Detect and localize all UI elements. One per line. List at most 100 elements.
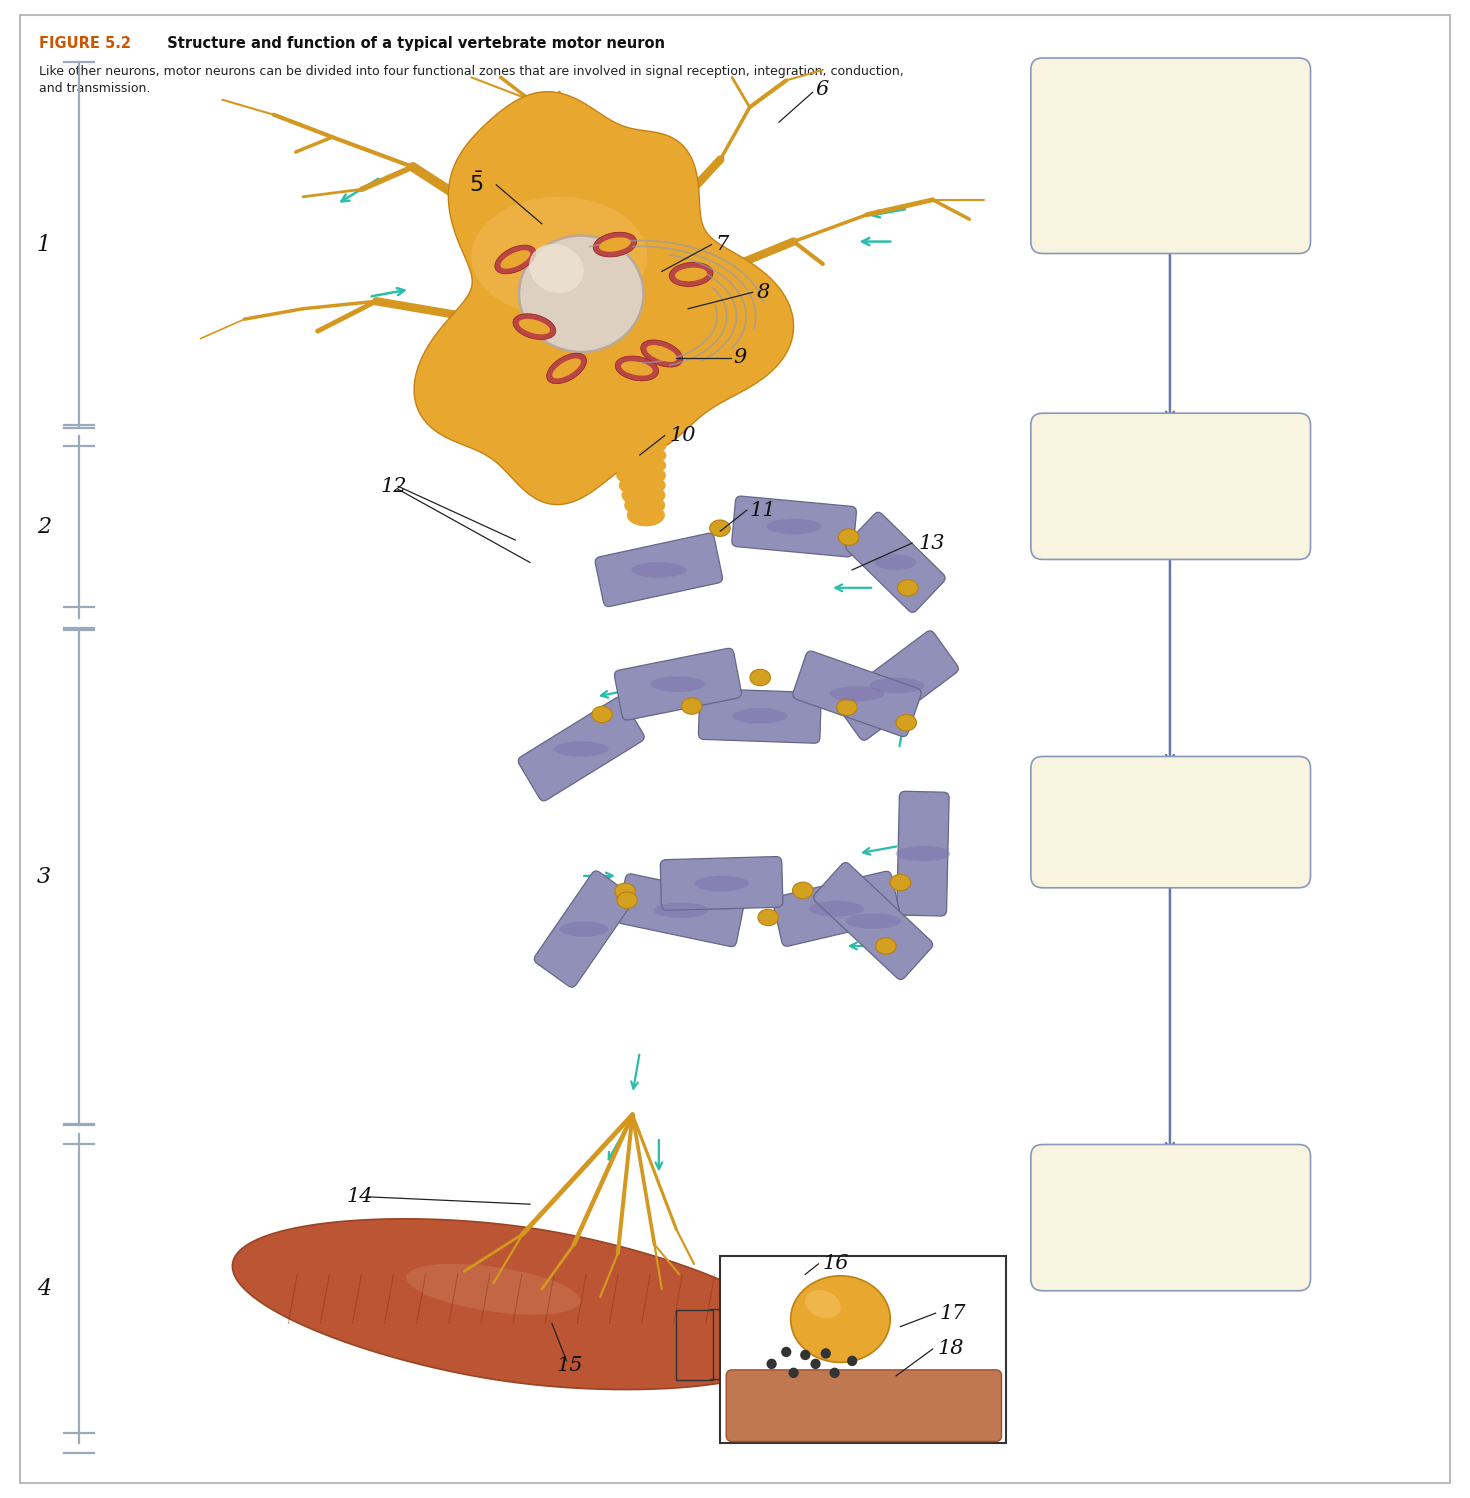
FancyBboxPatch shape: [614, 649, 741, 721]
Ellipse shape: [606, 424, 667, 446]
Ellipse shape: [820, 1348, 831, 1359]
Text: FIGURE 5.2: FIGURE 5.2: [40, 36, 131, 51]
FancyBboxPatch shape: [726, 1369, 1001, 1441]
Ellipse shape: [495, 246, 537, 274]
Text: Structure and function of a typical vertebrate motor neuron: Structure and function of a typical vert…: [156, 36, 664, 51]
Ellipse shape: [547, 354, 587, 383]
Ellipse shape: [836, 700, 857, 716]
FancyBboxPatch shape: [519, 697, 644, 801]
Ellipse shape: [625, 494, 666, 517]
Ellipse shape: [600, 404, 667, 427]
FancyBboxPatch shape: [732, 496, 857, 557]
Text: 6: 6: [816, 79, 829, 99]
Text: 10: 10: [669, 425, 695, 445]
Text: 4: 4: [37, 1278, 51, 1300]
Ellipse shape: [898, 580, 919, 596]
Text: 15: 15: [556, 1356, 582, 1375]
Ellipse shape: [614, 884, 635, 899]
FancyBboxPatch shape: [1030, 413, 1311, 559]
Ellipse shape: [875, 554, 916, 571]
Text: 11: 11: [750, 500, 776, 520]
FancyBboxPatch shape: [845, 512, 945, 613]
Ellipse shape: [654, 902, 709, 918]
Ellipse shape: [613, 454, 666, 476]
FancyBboxPatch shape: [1030, 756, 1311, 888]
Ellipse shape: [554, 742, 609, 756]
FancyBboxPatch shape: [813, 863, 932, 980]
Ellipse shape: [897, 715, 916, 731]
Ellipse shape: [622, 484, 666, 506]
Ellipse shape: [610, 445, 666, 467]
Ellipse shape: [750, 670, 770, 686]
Polygon shape: [415, 91, 794, 505]
Text: A change in
membrane potential
initiates action
potentials.: A change in membrane potential initiates…: [1057, 440, 1179, 502]
FancyBboxPatch shape: [835, 631, 958, 740]
Ellipse shape: [732, 709, 788, 724]
Ellipse shape: [876, 938, 897, 954]
Ellipse shape: [788, 1368, 798, 1378]
Ellipse shape: [710, 520, 731, 536]
Ellipse shape: [810, 1359, 820, 1369]
Text: $\bar{5}$: $\bar{5}$: [469, 172, 484, 198]
Ellipse shape: [838, 529, 858, 545]
Ellipse shape: [806, 1290, 841, 1318]
Ellipse shape: [619, 475, 666, 496]
Text: 13: 13: [919, 533, 945, 553]
Text: 2: 2: [37, 515, 51, 538]
Ellipse shape: [513, 313, 556, 340]
Ellipse shape: [845, 914, 901, 929]
FancyBboxPatch shape: [720, 1257, 1005, 1443]
Ellipse shape: [767, 518, 822, 535]
FancyBboxPatch shape: [660, 857, 784, 911]
Ellipse shape: [529, 244, 584, 294]
Ellipse shape: [500, 250, 531, 268]
Text: 9: 9: [734, 349, 747, 367]
Ellipse shape: [472, 196, 647, 316]
Ellipse shape: [895, 846, 951, 861]
Ellipse shape: [617, 891, 638, 908]
Ellipse shape: [609, 434, 667, 457]
Text: 12: 12: [381, 476, 407, 496]
Ellipse shape: [519, 319, 550, 334]
Ellipse shape: [682, 698, 701, 715]
Ellipse shape: [620, 361, 653, 376]
Ellipse shape: [809, 900, 864, 917]
Text: 8: 8: [757, 283, 770, 301]
FancyBboxPatch shape: [617, 873, 744, 947]
Text: Neurotransmitter
release transmits a
signal to the
target cell.: Neurotransmitter release transmits a sig…: [1057, 1171, 1172, 1234]
Text: 14: 14: [347, 1188, 373, 1206]
FancyBboxPatch shape: [698, 689, 822, 743]
Ellipse shape: [847, 1356, 857, 1366]
Ellipse shape: [781, 1347, 791, 1357]
Text: 7: 7: [716, 235, 729, 255]
FancyBboxPatch shape: [792, 652, 922, 737]
Text: 18: 18: [936, 1339, 964, 1359]
Text: Action potentials are
conducted to the
axon terminals.: Action potentials are conducted to the a…: [1057, 783, 1180, 830]
Ellipse shape: [594, 232, 637, 258]
FancyBboxPatch shape: [897, 791, 950, 915]
FancyBboxPatch shape: [534, 870, 634, 987]
Ellipse shape: [647, 345, 678, 363]
Ellipse shape: [694, 876, 750, 891]
Ellipse shape: [870, 677, 925, 694]
Text: 17: 17: [939, 1303, 966, 1323]
Ellipse shape: [791, 1276, 891, 1362]
FancyBboxPatch shape: [595, 533, 722, 607]
Ellipse shape: [592, 706, 613, 722]
Ellipse shape: [669, 262, 713, 286]
Ellipse shape: [759, 909, 779, 926]
Ellipse shape: [641, 340, 682, 367]
FancyBboxPatch shape: [1030, 58, 1311, 253]
Ellipse shape: [597, 394, 667, 416]
Ellipse shape: [614, 357, 659, 380]
Ellipse shape: [616, 464, 666, 487]
Text: 1: 1: [37, 234, 51, 256]
Ellipse shape: [553, 358, 581, 379]
Ellipse shape: [519, 235, 644, 352]
Ellipse shape: [560, 921, 609, 936]
FancyBboxPatch shape: [773, 872, 900, 947]
Ellipse shape: [626, 503, 664, 526]
FancyBboxPatch shape: [1030, 1144, 1311, 1291]
Ellipse shape: [632, 562, 686, 578]
Ellipse shape: [598, 237, 631, 252]
